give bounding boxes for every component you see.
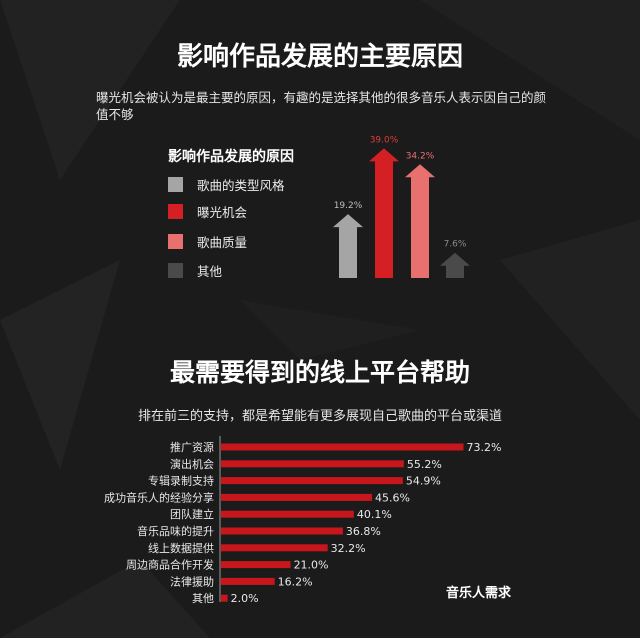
section1-description: 曝光机会被认为是最主要的原因，有趣的是选择其他的很多音乐人表示因自己的颜值不够 bbox=[96, 90, 547, 122]
arrow-value-label: 34.2% bbox=[406, 151, 435, 161]
category-label: 专辑录制支持 bbox=[148, 474, 214, 488]
reasons-arrow-chart: 19.2% 39.0% 34.2% 7.6% bbox=[333, 135, 470, 278]
section2-title: 最需要得到的线上平台帮助 bbox=[169, 358, 470, 387]
legend-label: 曝光机会 bbox=[197, 204, 248, 220]
arrow-bar bbox=[405, 164, 435, 278]
bar-value-label: 36.8% bbox=[346, 525, 381, 538]
legend-item-other: 其他 bbox=[168, 262, 223, 279]
bar-value-label: 54.9% bbox=[406, 475, 441, 488]
bar bbox=[221, 510, 354, 518]
category-label: 其他 bbox=[192, 592, 214, 605]
arrow-value-label: 7.6% bbox=[444, 240, 467, 250]
arrow-bar bbox=[333, 214, 363, 278]
arrow-value-label: 19.2% bbox=[334, 201, 363, 211]
bar-value-label: 21.0% bbox=[294, 559, 329, 572]
bar bbox=[221, 460, 404, 468]
bar bbox=[221, 594, 228, 602]
category-label: 团队建立 bbox=[170, 507, 214, 521]
legend-item-quality: 歌曲质量 bbox=[168, 233, 248, 250]
bar bbox=[221, 477, 403, 485]
category-label: 推广资源 bbox=[170, 440, 214, 454]
category-label: 音乐品味的提升 bbox=[137, 524, 214, 538]
legend-swatch bbox=[168, 262, 183, 278]
bar-value-label: 40.1% bbox=[357, 508, 392, 521]
bar-value-label: 45.6% bbox=[375, 491, 410, 504]
arrow-bar bbox=[440, 252, 470, 278]
chart-footer-label: 音乐人需求 bbox=[446, 586, 512, 601]
legend-title: 影响作品发展的原因 bbox=[168, 149, 294, 165]
bar bbox=[221, 527, 343, 535]
bar bbox=[221, 443, 464, 451]
legend-swatch bbox=[168, 203, 183, 219]
bar-value-label: 32.2% bbox=[331, 542, 366, 555]
bar bbox=[221, 544, 328, 552]
category-label: 成功音乐人的经验分享 bbox=[104, 490, 214, 504]
arrow-bar bbox=[369, 148, 399, 278]
legend-swatch bbox=[168, 176, 183, 192]
bar-value-label: 55.2% bbox=[407, 458, 442, 471]
category-label: 法律援助 bbox=[170, 574, 214, 588]
category-label: 演出机会 bbox=[170, 457, 214, 471]
bar-value-label: 2.0% bbox=[231, 592, 259, 605]
bar bbox=[221, 561, 291, 569]
section2-description: 排在前三的支持，都是希望能有更多展现自己歌曲的平台或渠道 bbox=[137, 409, 502, 424]
legend-swatch bbox=[168, 233, 183, 249]
bar bbox=[221, 577, 275, 585]
category-label: 周边商品合作开发 bbox=[126, 558, 214, 572]
bar-value-label: 73.2% bbox=[466, 441, 501, 454]
bar bbox=[221, 493, 373, 501]
legend-label: 歌曲质量 bbox=[197, 234, 248, 250]
section1-title: 影响作品发展的主要原因 bbox=[176, 42, 463, 72]
legend-label: 歌曲的类型风格 bbox=[197, 177, 285, 193]
legend-item-exposure: 曝光机会 bbox=[168, 203, 248, 220]
category-label: 线上数据提供 bbox=[148, 541, 214, 555]
arrow-value-label: 39.0% bbox=[370, 135, 399, 145]
legend-label: 其他 bbox=[197, 263, 223, 279]
bar-value-label: 16.2% bbox=[278, 575, 313, 588]
platform-help-bar-chart: 推广资源 73.2% 演出机会 55.2% 专辑录制支持 54.9% 成功音乐人的经验分享 4… bbox=[104, 436, 501, 605]
legend-item-style: 歌曲的类型风格 bbox=[168, 176, 285, 193]
